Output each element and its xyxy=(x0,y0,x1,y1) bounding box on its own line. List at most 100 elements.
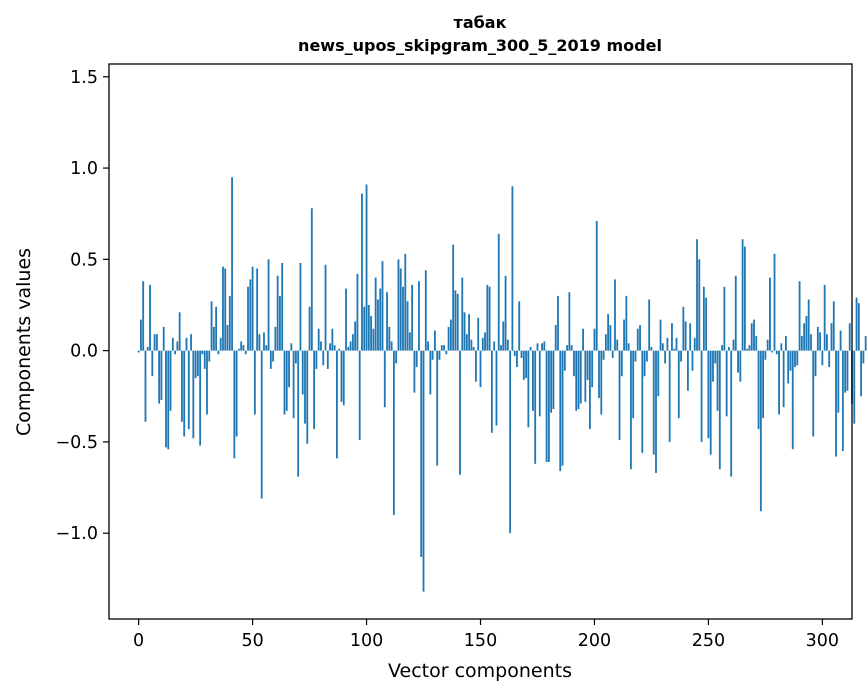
bar-component-20 xyxy=(183,350,186,437)
bar-component-209 xyxy=(614,279,616,351)
bar-component-265 xyxy=(741,239,744,351)
bar-component-295 xyxy=(810,334,812,351)
bar-component-15 xyxy=(171,337,174,351)
bar-component-159 xyxy=(500,345,502,351)
bar-component-136 xyxy=(447,326,450,351)
bar-component-318 xyxy=(862,350,865,364)
bar-component-225 xyxy=(650,346,653,351)
bar-component-285 xyxy=(787,350,790,384)
bar-component-262 xyxy=(734,275,737,351)
bar-component-245 xyxy=(696,239,698,351)
bar-component-121 xyxy=(413,350,416,393)
bar-component-113 xyxy=(395,350,398,364)
bar-component-181 xyxy=(550,350,553,413)
bar-component-217 xyxy=(632,350,635,419)
bar-component-32 xyxy=(210,301,213,351)
bar-component-168 xyxy=(520,350,523,358)
bar-component-271 xyxy=(755,336,758,351)
bar-component-221 xyxy=(641,350,644,453)
bar-component-54 xyxy=(260,350,263,499)
bar-component-96 xyxy=(356,273,359,351)
bar-component-21 xyxy=(185,337,188,351)
bar-component-55 xyxy=(263,332,265,351)
bar-component-301 xyxy=(823,284,826,351)
bar-component-283 xyxy=(782,350,785,408)
y-tick-label: 0.0 xyxy=(70,342,98,362)
bar-component-277 xyxy=(769,277,771,351)
bar-component-7 xyxy=(153,334,156,351)
bar-component-128 xyxy=(429,350,432,395)
bar-component-243 xyxy=(691,350,694,371)
bar-component-171 xyxy=(527,350,530,428)
bar-component-27 xyxy=(199,350,202,446)
bar-component-272 xyxy=(757,350,760,430)
bar-component-201 xyxy=(595,221,598,351)
bar-component-204 xyxy=(602,350,605,360)
bar-component-287 xyxy=(791,350,794,450)
bar-component-174 xyxy=(534,350,537,464)
bar-component-249 xyxy=(705,297,708,351)
bar-component-19 xyxy=(181,350,183,422)
bar-component-161 xyxy=(504,275,507,351)
bar-component-302 xyxy=(826,334,828,351)
bar-component-131 xyxy=(436,350,439,466)
bar-component-117 xyxy=(404,253,407,351)
bar-component-169 xyxy=(522,350,525,380)
bar-component-81 xyxy=(322,350,325,366)
bar-component-94 xyxy=(351,334,354,351)
bar-component-290 xyxy=(798,281,801,351)
bar-component-85 xyxy=(331,328,334,351)
bar-component-89 xyxy=(340,350,343,402)
bar-component-135 xyxy=(445,350,448,355)
bar-component-187 xyxy=(563,350,566,371)
bar-component-0 xyxy=(137,350,140,353)
bar-component-260 xyxy=(730,350,733,477)
bar-component-309 xyxy=(841,350,844,452)
bar-component-149 xyxy=(477,317,480,351)
bar-component-37 xyxy=(222,266,224,351)
bar-component-278 xyxy=(771,350,774,353)
bar-component-40 xyxy=(228,295,231,351)
bar-component-267 xyxy=(746,348,749,351)
bar-component-211 xyxy=(618,350,621,441)
y-axis-ticks: −1.0 −0.5 0.0 0.5 1.0 1.5 xyxy=(56,68,109,544)
bar-component-264 xyxy=(739,350,742,382)
bar-component-281 xyxy=(778,350,780,415)
bar-component-311 xyxy=(846,350,849,391)
bar-component-154 xyxy=(488,286,491,351)
bar-component-261 xyxy=(732,339,735,351)
bar-component-23 xyxy=(190,334,192,351)
x-tick-label: 0 xyxy=(133,631,144,651)
bar-component-173 xyxy=(532,350,534,411)
x-axis-ticks: 0 50 100 150 200 250 300 xyxy=(133,619,839,651)
bar-component-210 xyxy=(616,339,619,351)
bar-component-143 xyxy=(463,312,466,351)
bar-component-74 xyxy=(306,350,309,444)
bar-component-5 xyxy=(149,284,151,351)
bar-component-51 xyxy=(253,350,256,415)
bar-component-48 xyxy=(247,286,249,351)
bar-component-107 xyxy=(381,261,384,351)
bar-component-70 xyxy=(297,350,300,477)
bar-component-148 xyxy=(475,350,477,382)
bar-component-146 xyxy=(470,339,473,351)
bar-component-219 xyxy=(636,328,639,351)
bar-component-79 xyxy=(317,328,320,351)
bar-component-236 xyxy=(675,337,678,351)
bar-component-304 xyxy=(830,323,833,351)
bar-component-190 xyxy=(570,345,573,351)
bar-component-247 xyxy=(700,350,703,442)
bar-component-18 xyxy=(178,312,181,351)
x-tick-label: 50 xyxy=(241,631,263,651)
bar-component-114 xyxy=(397,259,400,351)
bar-component-151 xyxy=(481,337,484,351)
bar-component-293 xyxy=(805,315,808,351)
bar-component-13 xyxy=(167,350,170,450)
bar-component-157 xyxy=(495,350,498,426)
bar-component-179 xyxy=(545,350,548,462)
x-axis-label: Vector components xyxy=(388,660,572,682)
bar-component-316 xyxy=(857,303,860,351)
bar-component-270 xyxy=(753,319,755,351)
bar-component-197 xyxy=(586,350,589,380)
